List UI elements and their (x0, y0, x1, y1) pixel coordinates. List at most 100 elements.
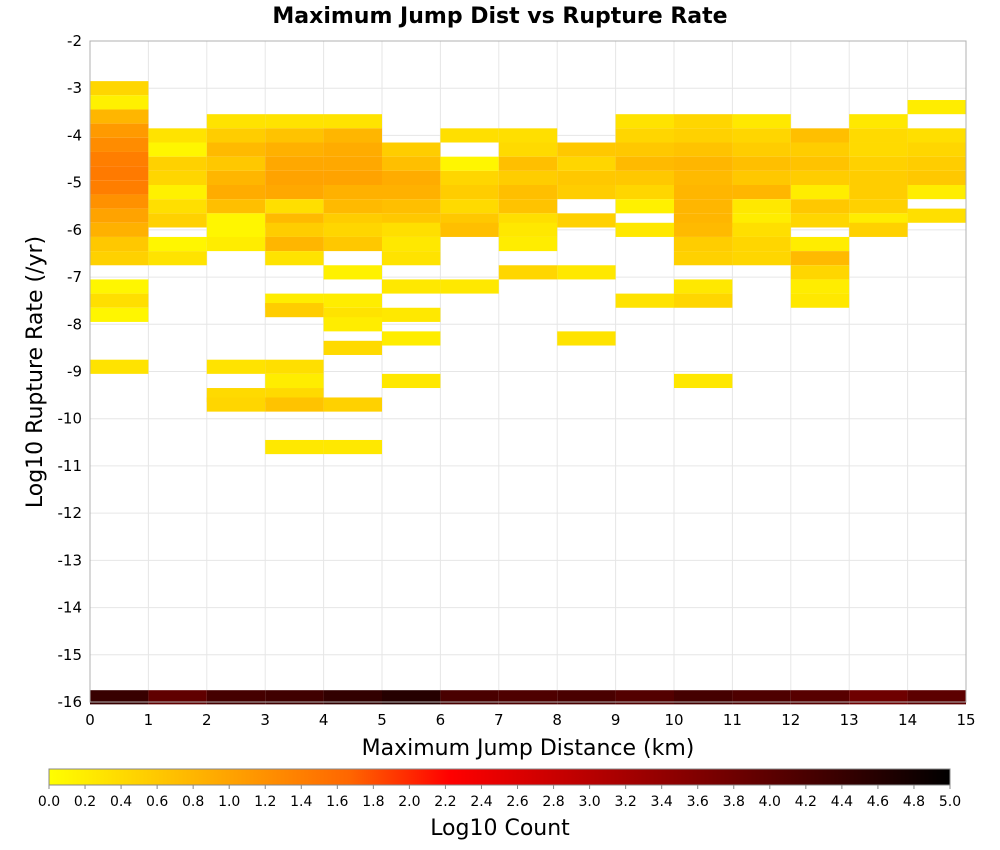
colorbar-tick-label: 3.4 (651, 794, 673, 810)
heatmap-cell (907, 128, 966, 143)
chart-title: Maximum Jump Dist vs Rupture Rate (272, 4, 727, 29)
heatmap-cell (557, 170, 616, 186)
heatmap-cell (732, 251, 791, 266)
heatmap-cell (440, 170, 499, 186)
heatmap-cell (323, 142, 382, 157)
heatmap-cell (265, 156, 324, 171)
heatmap-cell (90, 208, 149, 223)
heatmap-cell (790, 251, 850, 266)
heatmap-cell (557, 185, 616, 200)
colorbar-tick-label: 1.0 (218, 794, 240, 810)
heatmap-cell (265, 170, 324, 186)
y-tick-label: -7 (67, 268, 82, 286)
x-axis: 0 1 2 3 4 5 6 7 8 9 10 11 12 13 14 15 (85, 711, 975, 729)
x-tick-label: 15 (956, 711, 975, 729)
heatmap-cell (382, 279, 441, 294)
heatmap-cell (790, 213, 850, 228)
colorbar-tick-label: 4.6 (867, 794, 889, 810)
heatmap-cell (732, 199, 791, 214)
heatmap-cell (498, 185, 558, 200)
heatmap-cell (265, 199, 324, 214)
colorbar-tick-label: 3.8 (723, 794, 745, 810)
heatmap-cell (674, 170, 733, 186)
y-tick-label: -4 (67, 126, 82, 144)
heatmap-cell (557, 142, 616, 157)
colorbar-tick-label: 2.4 (470, 794, 492, 810)
heatmap-cell (265, 439, 324, 455)
heatmap-cell (790, 185, 850, 200)
x-tick-label: 3 (260, 711, 270, 729)
heatmap-cell (849, 114, 908, 129)
x-tick-label: 13 (840, 711, 859, 729)
heatmap-cell (674, 236, 733, 252)
heatmap-cell (498, 142, 558, 157)
colorbar-label: Log10 Count (430, 816, 570, 841)
heatmap-cell (674, 114, 733, 129)
heatmap-cell (440, 222, 499, 237)
heatmap-cell (498, 236, 558, 252)
heatmap-cell (148, 128, 207, 143)
heatmap-cell (90, 359, 149, 374)
heatmap-cell (615, 170, 674, 186)
x-tick-label: 4 (319, 711, 329, 729)
heatmap-cell (206, 142, 266, 157)
heatmap-cell (440, 279, 499, 294)
heatmap-cells (90, 81, 966, 705)
y-tick-label: -5 (67, 174, 82, 192)
heatmap-cell (440, 156, 499, 171)
heatmap-cell (206, 156, 266, 171)
x-tick-label: 9 (611, 711, 621, 729)
heatmap-cell (148, 690, 207, 705)
colorbar (48, 768, 951, 786)
y-tick-label: -13 (58, 551, 83, 569)
heatmap-cell (90, 236, 149, 252)
heatmap-cell (148, 170, 207, 186)
heatmap-cell (790, 142, 850, 157)
heatmap-cell (849, 199, 908, 214)
colorbar-tick-label: 1.6 (326, 794, 348, 810)
heatmap-cell (615, 293, 674, 308)
heatmap-cell (498, 690, 558, 705)
heatmap-cell (265, 373, 324, 389)
heatmap-cell (90, 123, 149, 138)
heatmap-cell (148, 236, 207, 252)
heatmap-cell (90, 222, 149, 237)
heatmap-cell (615, 690, 674, 705)
heatmap-cell (790, 279, 850, 294)
heatmap-cell (148, 199, 207, 214)
heatmap-cell (206, 199, 266, 214)
heatmap-cell (790, 690, 850, 705)
heatmap-cell (265, 114, 324, 129)
heatmap-cell (732, 114, 791, 129)
heatmap-cell (907, 208, 966, 223)
heatmap-cell (90, 194, 149, 209)
heatmap-cell (90, 166, 149, 181)
heatmap-cell (323, 690, 382, 705)
heatmap-cell (323, 156, 382, 171)
heatmap-cell (323, 199, 382, 214)
heatmap-cell (206, 185, 266, 200)
y-tick-label: -9 (67, 363, 82, 381)
heatmap-cell (265, 690, 324, 705)
heatmap-cell (907, 100, 966, 115)
x-tick-label: 6 (436, 711, 446, 729)
heatmap-cell (498, 199, 558, 214)
heatmap-cell (148, 213, 207, 228)
colorbar-tick-label: 0.8 (182, 794, 204, 810)
x-axis-label: Maximum Jump Distance (km) (362, 736, 695, 761)
heatmap-cell (90, 151, 149, 167)
heatmap-cell (148, 185, 207, 200)
heatmap-cell (206, 128, 266, 143)
heatmap-cell (849, 170, 908, 186)
heatmap-cell (732, 128, 791, 143)
heatmap-cell (849, 690, 908, 705)
x-tick-label: 11 (723, 711, 742, 729)
heatmap-cell (206, 213, 266, 228)
x-tick-label: 5 (377, 711, 387, 729)
colorbar-tick-label: 1.2 (254, 794, 276, 810)
heatmap-cell (674, 142, 733, 157)
heatmap-cell (90, 251, 149, 266)
heatmap-cell (90, 293, 149, 308)
x-tick-label: 0 (85, 711, 95, 729)
